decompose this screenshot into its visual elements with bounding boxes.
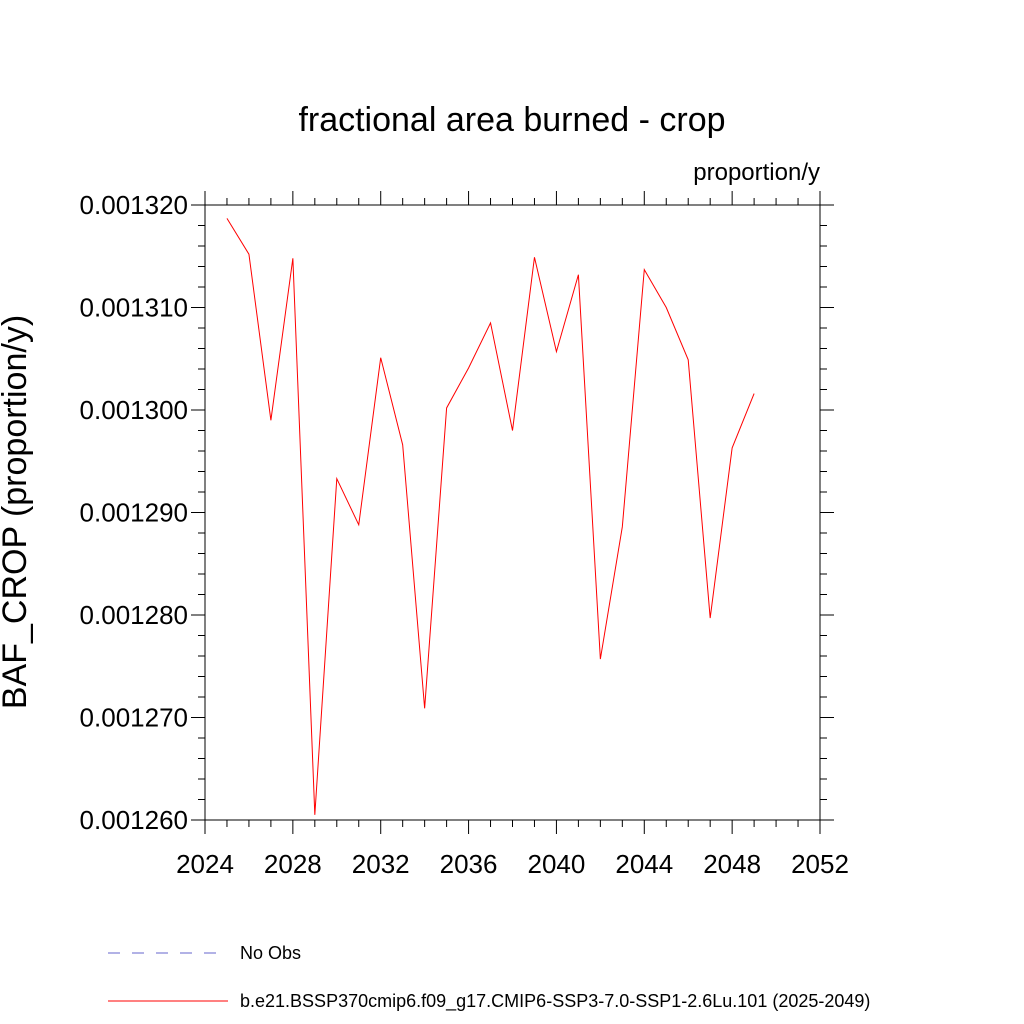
y-tick-label: 0.001280 [80,600,188,630]
x-tick-label: 2052 [791,849,849,879]
y-axis-label: BAF_CROP (proportion/y) [0,315,34,709]
y-tick-label: 0.001320 [80,190,188,220]
x-tick-label: 2024 [176,849,234,879]
series-line [226,218,755,815]
x-tick-label: 2036 [440,849,498,879]
y-tick-labels: 0.001260 0.001270 0.001280 0.001290 0.001300… [80,190,188,835]
y-tick-label: 0.001290 [80,498,188,528]
x-tick-label: 2028 [264,849,322,879]
plot-frame [204,204,821,821]
y-tick-label: 0.001260 [80,805,188,835]
x-tick-label: 2040 [528,849,586,879]
axis-ticks [191,191,834,834]
y-tick-label: 0.001300 [80,395,188,425]
x-tick-label: 2044 [615,849,673,879]
y-tick-label: 0.001310 [80,293,188,323]
x-tick-labels: 2024 2028 2032 2036 2040 2044 2048 2052 [176,849,849,879]
chart-title: fractional area burned - crop [298,101,725,139]
x-tick-label: 2032 [352,849,410,879]
y-tick-label: 0.001270 [80,703,188,733]
legend-label-model: b.e21.BSSP370cmip6.f09_g17.CMIP6-SSP3-7.… [240,991,870,1012]
units-label: proportion/y [693,159,820,186]
series-group [226,218,755,815]
legend: No Obs b.e21.BSSP370cmip6.f09_g17.CMIP6-… [108,943,870,1012]
x-tick-label: 2048 [703,849,761,879]
legend-label-no-obs: No Obs [240,943,301,963]
